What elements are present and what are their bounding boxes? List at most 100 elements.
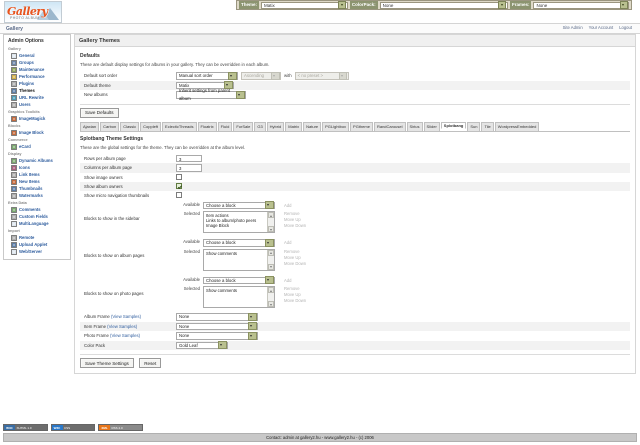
photo-frame-select[interactable]: None [176,331,258,340]
logout-link[interactable]: Logout [619,25,632,30]
scroll-up-icon[interactable] [268,212,274,218]
scrollbar[interactable] [267,212,274,232]
sidebar-item-link-items[interactable]: Link Items [7,171,67,178]
blocks-album-move-up-button[interactable]: Move Up [284,254,301,260]
tab-splotbang[interactable]: Splotbang [440,121,467,129]
scroll-down-icon[interactable] [268,301,274,307]
scroll-down-icon[interactable] [268,226,274,232]
blocks-photo-selected-list[interactable]: Show comments [203,286,275,308]
list-item[interactable]: Links to album/photo peers [206,218,257,223]
theme-selector[interactable]: Matix [261,1,348,9]
chevron-down-icon[interactable] [248,322,257,331]
item-frame-select[interactable]: None [176,322,258,331]
tab-randcarousel[interactable]: RandCarousel [373,121,406,131]
chevron-down-icon[interactable] [224,81,233,90]
sidebar-item-users[interactable]: Users [7,101,67,108]
list-item[interactable]: Image Block [206,223,230,228]
frames-selector[interactable]: None [533,1,629,9]
tab-carbon[interactable]: Carbon [100,121,120,131]
tab-forsale[interactable]: ForSale [233,121,254,131]
default-theme-select[interactable]: Matix [176,81,234,90]
blocks-photo-add-button[interactable]: Add [284,277,292,283]
tab-g3[interactable]: G3 [254,121,266,131]
blocks-album-move-down-button[interactable]: Move Down [284,260,307,266]
sidebar-item-multilanguage[interactable]: MultiLanguage [7,220,67,227]
show-micro-nav-checkbox[interactable] [176,192,182,198]
blocks-sidebar-selected-list[interactable]: Item actions Links to album/photo peers … [203,211,275,233]
scroll-up-icon[interactable] [268,287,274,293]
blocks-photo-move-down-button[interactable]: Move Down [284,298,307,303]
colorpack-selector[interactable]: None [379,1,508,9]
tab-ajaxian[interactable]: Ajaxian [80,121,100,131]
blocks-album-available-select[interactable]: Choose a block [203,238,275,247]
color-pack-select[interactable]: Gold Leaf [176,341,228,350]
show-image-owners-checkbox[interactable] [176,174,182,180]
sidebar-item-icons[interactable]: Icons [7,164,67,171]
chevron-down-icon[interactable] [248,312,257,321]
new-albums-select[interactable]: Inherit settings from parent album [176,88,246,101]
rss-badge[interactable]: XML RSS 2.0 [98,424,143,431]
chevron-down-icon[interactable] [228,71,237,80]
sidebar-item-groups[interactable]: Groups [7,59,67,66]
blocks-photo-available-select[interactable]: Choose a block [203,276,275,285]
site-admin-link[interactable]: Site Admin [562,25,583,30]
rows-per-page-input[interactable]: 3 [176,154,202,162]
save-defaults-button[interactable]: Save Defaults [80,107,119,118]
chevron-down-icon[interactable] [248,331,257,340]
blocks-album-add-button[interactable]: Add [284,240,292,246]
sidebar-item-comments[interactable]: Comments [7,206,67,213]
columns-per-page-input[interactable]: 3 [176,164,202,172]
item-frame-view-samples-link[interactable]: (View Samples) [107,323,138,329]
tab-fluid[interactable]: Fluid [217,121,233,131]
blocks-photo-move-up-button[interactable]: Move Up [284,292,301,297]
tab-nature[interactable]: Nature [303,121,322,131]
tab-pglightbox[interactable]: PGLightbox [322,121,350,131]
blocks-sidebar-move-down-button[interactable]: Move Down [284,223,307,228]
chevron-down-icon[interactable] [265,201,274,210]
blocks-photo-remove-button[interactable]: Remove [284,286,300,291]
default-sort-order-select[interactable]: Manual sort order [176,71,238,80]
tab-floatrix[interactable]: Floatrix [197,121,217,131]
tab-sirius[interactable]: Sirius [406,121,423,131]
chevron-down-icon[interactable] [338,1,347,9]
tab-wordpressembedded[interactable]: WordpressEmbedded [494,121,540,131]
chevron-down-icon[interactable] [619,1,628,9]
tab-coppleft[interactable]: Coppleft [140,121,162,131]
show-album-owners-checkbox[interactable] [176,183,182,189]
chevron-down-icon[interactable] [218,341,227,350]
list-item[interactable]: Show comments [206,250,237,256]
scroll-up-icon[interactable] [268,249,274,256]
chevron-down-icon[interactable] [498,1,507,9]
list-item[interactable]: Show comments [206,288,237,293]
scroll-down-icon[interactable] [268,263,274,270]
sidebar-item-imagemagick[interactable]: ImageMagick [7,115,67,122]
blocks-album-selected-list[interactable]: Show comments [203,248,275,271]
save-theme-settings-button[interactable]: Save Theme Settings [80,358,134,368]
your-account-link[interactable]: Your Account [588,25,614,30]
sidebar-item-general[interactable]: General [7,52,67,59]
breadcrumb[interactable]: Gallery [6,25,23,32]
sidebar-item-maintenance[interactable]: Maintenance [7,66,67,73]
site-logo[interactable]: Gallery PHOTO ALBUM [4,1,62,23]
sidebar-item-image-block[interactable]: Image Block [7,129,67,136]
tab-tile[interactable]: Tile [481,121,494,131]
chevron-down-icon[interactable] [236,90,245,99]
sidebar-item-performance[interactable]: Performance [7,73,67,80]
tab-hybrid[interactable]: Hybrid [266,121,285,131]
sidebar-item-web-server[interactable]: Web/Server [7,248,67,255]
sidebar-item-new-items[interactable]: New Items [7,178,67,185]
reset-button[interactable]: Reset [139,358,162,368]
blocks-sidebar-remove-button[interactable]: Remove [284,211,300,216]
xhtml-validation-badge[interactable]: W3C XHTML 1.0 [3,424,48,431]
tab-eclecticthreads[interactable]: EclecticThreads [162,121,197,131]
sidebar-item-url-rewrite[interactable]: URL Rewrite [7,94,67,101]
sidebar-item-watermarks[interactable]: Watermarks [7,192,67,199]
chevron-down-icon[interactable] [265,276,274,285]
tab-slider[interactable]: Slider [423,121,440,131]
list-item[interactable]: Item actions [206,213,229,218]
sidebar-item-remote[interactable]: Remote [7,234,67,241]
sidebar-item-custom-fields[interactable]: Custom Fields [7,213,67,220]
tab-classic[interactable]: Classic [120,121,140,131]
sidebar-item-dynamic-albums[interactable]: Dynamic Albums [7,157,67,164]
blocks-sidebar-add-button[interactable]: Add [284,202,292,208]
